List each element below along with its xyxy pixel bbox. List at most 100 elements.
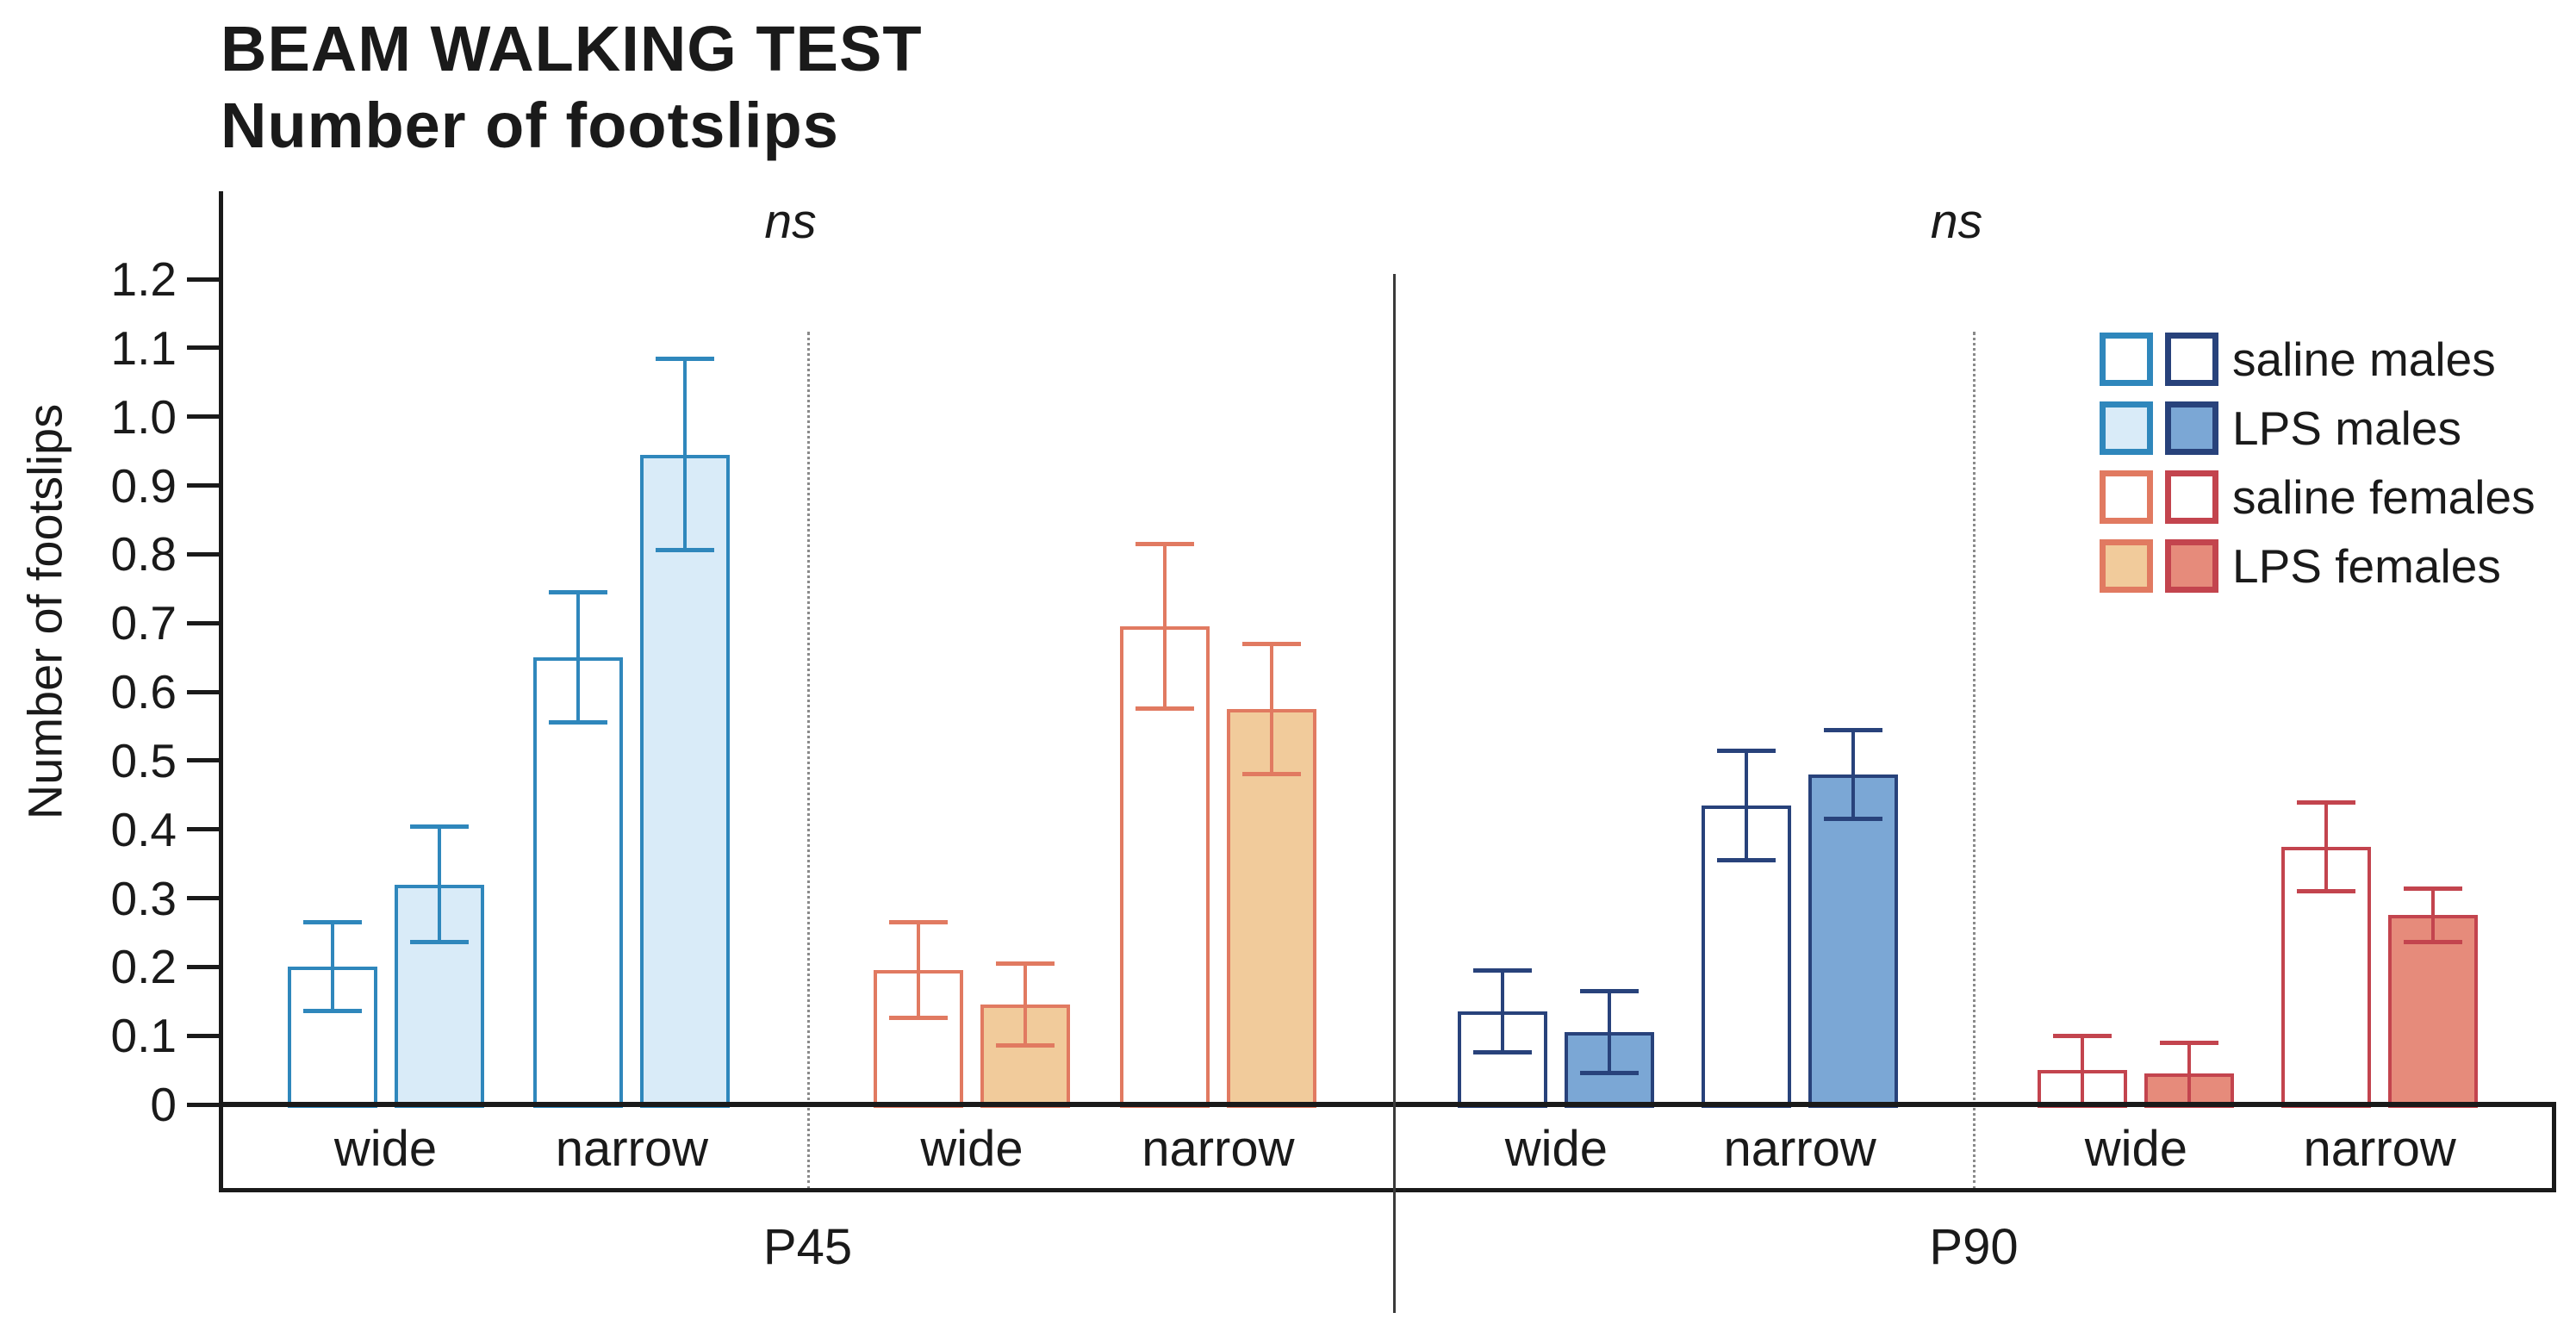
y-tick-label-1.1: 1.1 bbox=[110, 320, 177, 375]
errorbar-cap-bottom-p45-males-narrow-saline bbox=[549, 719, 608, 725]
y-tick-label-0.2: 0.2 bbox=[110, 940, 177, 994]
bar-p45-males-narrow-saline bbox=[533, 657, 624, 1108]
panel-separator-solid bbox=[1393, 274, 1396, 1313]
x-axis-baseline bbox=[219, 1102, 2556, 1107]
chart-title-line1: BEAM WALKING TEST bbox=[221, 13, 923, 84]
y-tick-mark-1.1 bbox=[187, 345, 221, 351]
y-tick-mark-0 bbox=[187, 1102, 221, 1107]
errorbar-cap-bottom-p90-males-wide-saline bbox=[1473, 1050, 1533, 1055]
y-tick-label-1.0: 1.0 bbox=[110, 389, 177, 444]
y-tick-label-0.1: 0.1 bbox=[110, 1009, 177, 1063]
errorbar-line-p45-females-narrow-saline bbox=[1162, 544, 1167, 709]
y-tick-mark-0.8 bbox=[187, 551, 221, 557]
errorbar-cap-top-p90-females-wide-saline bbox=[2053, 1034, 2112, 1039]
errorbar-cap-bottom-p45-females-wide-LPS bbox=[996, 1043, 1055, 1048]
bar-p90-males-narrow-LPS bbox=[1808, 774, 1899, 1108]
errorbar-line-p90-females-narrow-LPS bbox=[2431, 887, 2436, 943]
group-separator-dotted-p45 bbox=[806, 332, 810, 1190]
errorbar-cap-bottom-p45-males-wide-LPS bbox=[409, 940, 469, 945]
legend-swatch-saline-females-females_p45 bbox=[2100, 470, 2153, 524]
errorbar-cap-top-p90-females-narrow-saline bbox=[2297, 799, 2356, 805]
errorbar-line-p90-males-wide-saline bbox=[1501, 970, 1505, 1054]
errorbar-cap-top-p90-females-wide-LPS bbox=[2160, 1041, 2219, 1046]
legend-swatch-saline-females-females_p90 bbox=[2165, 470, 2218, 524]
y-tick-mark-0.3 bbox=[187, 896, 221, 900]
group-separator-dotted-p90 bbox=[1973, 332, 1976, 1190]
errorbar-cap-top-p45-females-narrow-LPS bbox=[1241, 642, 1301, 647]
panel-label-p90: P90 bbox=[1929, 1219, 2019, 1275]
x-category-label-P45-males-narrow: narrow bbox=[555, 1121, 708, 1177]
y-axis-spine bbox=[219, 191, 223, 1192]
y-tick-mark-0.9 bbox=[187, 483, 221, 488]
legend-label-saline-females: saline females bbox=[2232, 470, 2536, 524]
errorbar-cap-top-p45-females-wide-saline bbox=[889, 920, 949, 925]
y-tick-mark-0.4 bbox=[187, 827, 221, 832]
y-tick-mark-0.6 bbox=[187, 689, 221, 694]
errorbar-cap-top-p90-males-wide-LPS bbox=[1580, 989, 1640, 994]
y-tick-label-0.5: 0.5 bbox=[110, 733, 177, 787]
bar-p90-females-narrow-LPS bbox=[2388, 915, 2479, 1108]
errorbar-line-p45-males-narrow-saline bbox=[576, 592, 581, 723]
y-tick-mark-0.1 bbox=[187, 1033, 221, 1038]
errorbar-cap-top-p90-males-wide-saline bbox=[1473, 968, 1533, 974]
legend-label-saline-males: saline males bbox=[2232, 333, 2496, 386]
y-tick-mark-1.2 bbox=[187, 277, 221, 282]
x-category-label-P90-males-narrow: narrow bbox=[1723, 1121, 1876, 1177]
errorbar-line-p45-males-narrow-LPS bbox=[683, 358, 688, 551]
legend-swatch-LPS-females-females_p90 bbox=[2165, 539, 2218, 593]
errorbar-cap-top-p90-males-narrow-LPS bbox=[1824, 727, 1883, 732]
errorbar-line-p45-females-wide-LPS bbox=[1024, 963, 1028, 1047]
legend-swatch-LPS-males-males_p45 bbox=[2100, 401, 2153, 455]
errorbar-cap-bottom-p45-females-narrow-LPS bbox=[1241, 771, 1301, 776]
errorbar-cap-bottom-p45-males-wide-saline bbox=[302, 1009, 362, 1014]
errorbar-cap-bottom-p45-males-narrow-LPS bbox=[656, 548, 715, 553]
y-tick-label-0.7: 0.7 bbox=[110, 596, 177, 650]
errorbar-cap-top-p45-males-narrow-LPS bbox=[656, 356, 715, 361]
y-tick-label-0.9: 0.9 bbox=[110, 458, 177, 513]
errorbar-cap-top-p45-males-narrow-saline bbox=[549, 590, 608, 595]
legend-swatch-LPS-females-females_p45 bbox=[2100, 539, 2153, 593]
errorbar-line-p90-males-narrow-saline bbox=[1745, 750, 1749, 861]
errorbar-cap-bottom-p45-females-wide-saline bbox=[889, 1016, 949, 1021]
errorbar-cap-bottom-p90-males-narrow-saline bbox=[1717, 857, 1776, 862]
x-category-label-P45-males-wide: wide bbox=[333, 1121, 438, 1177]
errorbar-line-p90-females-wide-saline bbox=[2081, 1036, 2085, 1104]
x-axis-band-bottom-line bbox=[219, 1188, 2556, 1192]
y-tick-mark-0.7 bbox=[187, 620, 221, 625]
y-tick-label-0: 0 bbox=[150, 1078, 177, 1131]
errorbar-cap-top-p90-females-narrow-LPS bbox=[2404, 886, 2463, 891]
errorbar-line-p45-females-wide-saline bbox=[917, 922, 921, 1019]
x-axis-band-right-border bbox=[2552, 1102, 2556, 1192]
x-category-label-P90-females-narrow: narrow bbox=[2303, 1121, 2456, 1177]
errorbar-cap-bottom-p45-females-narrow-saline bbox=[1135, 706, 1194, 711]
ns-annotation-p45: ns bbox=[764, 194, 817, 249]
legend-label-LPS-females: LPS females bbox=[2232, 539, 2501, 593]
chart-title: BEAM WALKING TEST Number of footslips bbox=[221, 10, 923, 164]
y-tick-label-0.8: 0.8 bbox=[110, 527, 177, 582]
errorbar-cap-bottom-p90-females-narrow-saline bbox=[2297, 888, 2356, 893]
errorbar-line-p45-males-wide-saline bbox=[330, 922, 334, 1012]
x-category-label-P45-females-wide: wide bbox=[920, 1121, 1024, 1177]
y-tick-label-0.3: 0.3 bbox=[110, 871, 177, 925]
chart-title-line2: Number of footslips bbox=[221, 90, 839, 161]
ns-annotation-p90: ns bbox=[1930, 194, 1983, 249]
y-tick-mark-0.2 bbox=[187, 964, 221, 969]
errorbar-line-p90-females-wide-LPS bbox=[2187, 1042, 2192, 1104]
errorbar-line-p90-females-narrow-saline bbox=[2324, 801, 2329, 892]
errorbar-line-p90-males-narrow-LPS bbox=[1851, 729, 1856, 819]
errorbar-cap-top-p45-males-wide-LPS bbox=[409, 824, 469, 829]
errorbar-line-p45-males-wide-LPS bbox=[437, 825, 441, 943]
errorbar-line-p90-males-wide-LPS bbox=[1608, 991, 1612, 1074]
errorbar-cap-top-p90-males-narrow-saline bbox=[1717, 748, 1776, 753]
panel-label-p45: P45 bbox=[762, 1219, 853, 1275]
errorbar-line-p45-females-narrow-LPS bbox=[1269, 644, 1273, 774]
errorbar-cap-bottom-p90-females-narrow-LPS bbox=[2404, 940, 2463, 945]
x-category-label-P90-females-wide: wide bbox=[2084, 1121, 2188, 1177]
errorbar-cap-bottom-p90-males-narrow-LPS bbox=[1824, 816, 1883, 821]
x-category-label-P45-females-narrow: narrow bbox=[1142, 1121, 1295, 1177]
errorbar-cap-top-p45-females-wide-LPS bbox=[996, 961, 1055, 967]
errorbar-cap-top-p45-males-wide-saline bbox=[302, 920, 362, 925]
legend-label-LPS-males: LPS males bbox=[2232, 401, 2461, 455]
bar-p45-males-narrow-LPS bbox=[640, 454, 731, 1108]
